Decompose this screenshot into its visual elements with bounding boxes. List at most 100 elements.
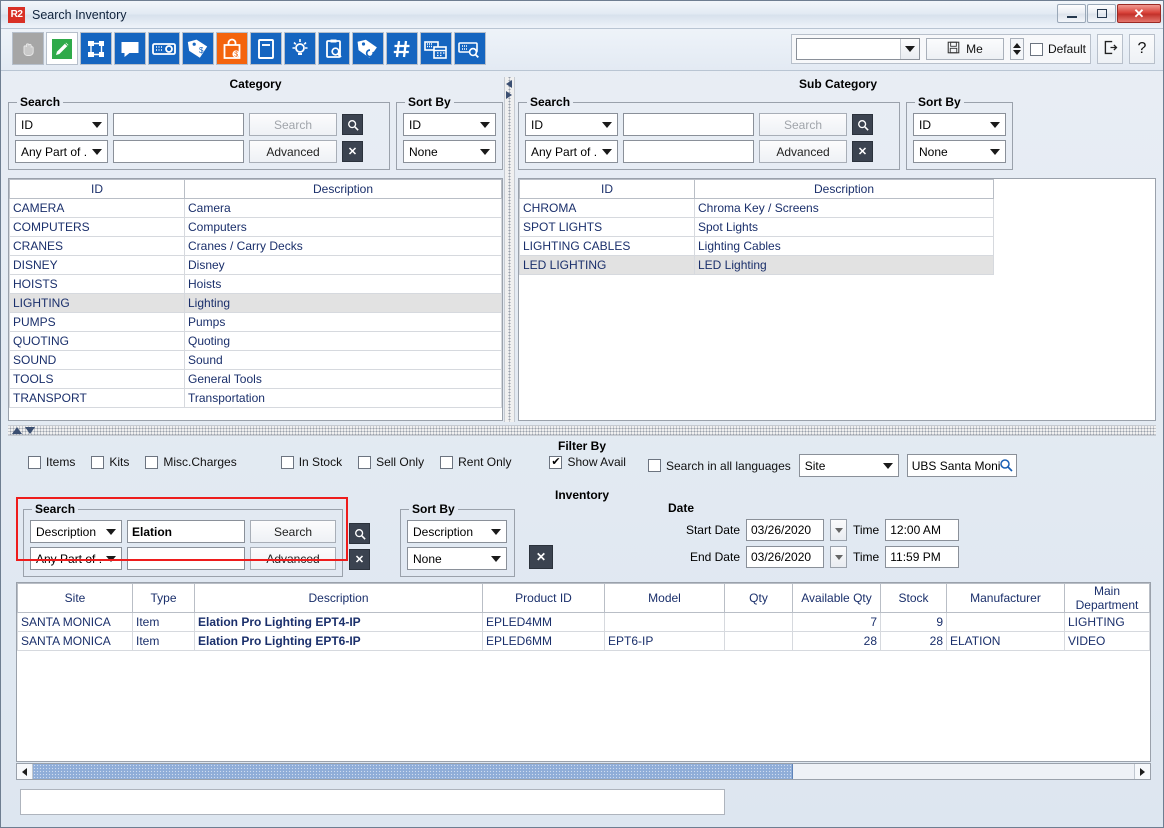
inventory-search-field-select[interactable]: Description (30, 520, 122, 543)
table-row[interactable]: LIGHTING Lighting (9, 293, 502, 313)
site-value-input[interactable]: UBS Santa Moni (906, 454, 1017, 477)
inventory-search-icon-button[interactable] (349, 523, 370, 544)
category-sort-primary-select[interactable]: ID (403, 113, 496, 136)
inventory-sort-secondary-select[interactable]: None (407, 547, 507, 570)
table-row[interactable]: SPOT LIGHTS Spot Lights (519, 217, 994, 237)
splitter-left-arrow[interactable] (506, 80, 512, 88)
save-me-button[interactable]: Me (925, 38, 1004, 60)
table-row[interactable]: LED LIGHTING LED Lighting (519, 255, 994, 275)
table-row[interactable]: HOISTS Hoists (9, 274, 502, 294)
category-search-button[interactable]: Search (249, 113, 337, 136)
table-row[interactable]: SANTA MONICA Item Elation Pro Lighting EPT… (17, 631, 1150, 651)
table-row[interactable]: COMPUTERS Computers (9, 217, 502, 237)
results-col-stock[interactable]: Stock (880, 583, 947, 613)
end-date-dropdown-icon[interactable] (830, 546, 847, 568)
clipboard-search-icon[interactable] (318, 32, 350, 65)
results-col-model[interactable]: Model (604, 583, 725, 613)
subcategory-match-select[interactable]: Any Part of ... (525, 140, 618, 163)
profile-spinner[interactable] (1009, 38, 1024, 60)
hand-icon[interactable] (12, 32, 44, 65)
maximize-button[interactable] (1087, 4, 1116, 23)
results-col-site[interactable]: Site (17, 583, 133, 613)
exit-button[interactable] (1097, 34, 1123, 64)
subcategory-advanced-button[interactable]: Advanced (759, 140, 847, 163)
table-row[interactable]: PUMPS Pumps (9, 312, 502, 332)
category-match-input[interactable] (113, 140, 244, 163)
filter-checkbox-show-avail[interactable]: ✔ Show Avail (549, 455, 626, 469)
filter-checkbox-misc-charges[interactable]: Misc.Charges (145, 455, 237, 469)
inventory-reset-button[interactable]: ✕ (529, 545, 553, 569)
table-row[interactable]: SOUND Sound (9, 350, 502, 370)
filter-checkbox-sell-only[interactable]: Sell Only (358, 455, 424, 469)
subcategory-sort-secondary-select[interactable]: None (913, 140, 1006, 163)
inventory-clear-button[interactable]: ✕ (349, 549, 370, 570)
structure-nodes-icon[interactable] (80, 32, 112, 65)
projector-search-icon[interactable] (454, 32, 486, 65)
minimize-button[interactable] (1057, 4, 1086, 23)
end-time-input[interactable]: 11:59 PM (885, 546, 960, 568)
table-row[interactable]: TRANSPORT Transportation (9, 388, 502, 408)
start-date-dropdown-icon[interactable] (830, 519, 847, 541)
start-time-input[interactable]: 12:00 AM (885, 519, 960, 541)
subcategory-sort-primary-select[interactable]: ID (913, 113, 1006, 136)
site-type-select[interactable]: Site (798, 454, 899, 477)
book-icon[interactable] (250, 32, 282, 65)
splitter-up-arrow[interactable] (12, 427, 22, 434)
projector-icon[interactable] (148, 32, 180, 65)
results-col-type[interactable]: Type (132, 583, 195, 613)
table-row[interactable]: TOOLS General Tools (9, 369, 502, 389)
filter-checkbox-kits[interactable]: Kits (91, 455, 129, 469)
inventory-advanced-button[interactable]: Advanced (250, 547, 336, 570)
scrollbar-thumb[interactable] (33, 764, 793, 779)
subcategory-match-input[interactable] (623, 140, 754, 163)
status-input[interactable] (20, 789, 725, 815)
close-button[interactable]: ✕ (1117, 4, 1161, 23)
lightbulb-icon[interactable] (284, 32, 316, 65)
results-col-available-qty[interactable]: Available Qty (792, 583, 881, 613)
search-all-languages-checkbox[interactable]: Search in all languages (648, 459, 791, 473)
results-horizontal-scrollbar[interactable] (16, 763, 1151, 780)
category-search-icon-button[interactable] (342, 114, 363, 135)
horizontal-splitter-arrows[interactable] (12, 427, 35, 434)
category-search-field-select[interactable]: ID (15, 113, 108, 136)
table-row[interactable]: QUOTING Quoting (9, 331, 502, 351)
scroll-left-button[interactable] (17, 764, 33, 779)
table-row[interactable]: CRANES Cranes / Carry Decks (9, 236, 502, 256)
tag-refresh-icon[interactable] (352, 32, 384, 65)
category-clear-button[interactable]: ✕ (342, 141, 363, 162)
inventory-results-table[interactable]: Site Type Description Product ID Model Q… (16, 582, 1151, 762)
results-col-description[interactable]: Description (194, 583, 483, 613)
table-row[interactable]: SANTA MONICA Item Elation Pro Lighting EPT… (17, 612, 1150, 632)
vertical-splitter[interactable] (504, 77, 515, 422)
subcategory-search-input[interactable] (623, 113, 754, 136)
table-row[interactable]: DISNEY Disney (9, 255, 502, 275)
calendar-equipment-icon[interactable] (420, 32, 452, 65)
category-table[interactable]: ID Description CAMERA Camera COMPUTERS Comp… (8, 178, 503, 421)
subcategory-search-icon-button[interactable] (852, 114, 873, 135)
results-col-product-id[interactable]: Product ID (482, 583, 605, 613)
filter-checkbox-rent-only[interactable]: Rent Only (440, 455, 511, 469)
category-match-select[interactable]: Any Part of ... (15, 140, 108, 163)
splitter-right-arrow[interactable] (506, 91, 512, 99)
splitter-down-arrow[interactable] (25, 427, 35, 434)
results-col-main-department[interactable]: Main Department (1064, 583, 1150, 613)
help-button[interactable]: ? (1129, 34, 1155, 64)
hash-icon[interactable] (386, 32, 418, 65)
category-sort-secondary-select[interactable]: None (403, 140, 496, 163)
inventory-search-input[interactable]: Elation (127, 520, 245, 543)
results-col-qty[interactable]: Qty (724, 583, 793, 613)
inventory-search-button[interactable]: Search (250, 520, 336, 543)
magnifier-icon[interactable] (999, 458, 1013, 475)
start-date-input[interactable]: 03/26/2020 (746, 519, 824, 541)
shopping-bag-dollar-icon[interactable]: $ (216, 32, 248, 65)
horizontal-splitter[interactable] (8, 425, 1156, 436)
end-date-input[interactable]: 03/26/2020 (746, 546, 824, 568)
subcategory-search-button[interactable]: Search (759, 113, 847, 136)
scrollbar-track[interactable] (33, 764, 1134, 779)
category-search-input[interactable] (113, 113, 244, 136)
profile-select[interactable] (795, 38, 920, 60)
edit-pencil-icon[interactable] (46, 32, 78, 65)
results-col-manufacturer[interactable]: Manufacturer (946, 583, 1065, 613)
price-tag-icon[interactable]: $ (182, 32, 214, 65)
category-advanced-button[interactable]: Advanced (249, 140, 337, 163)
